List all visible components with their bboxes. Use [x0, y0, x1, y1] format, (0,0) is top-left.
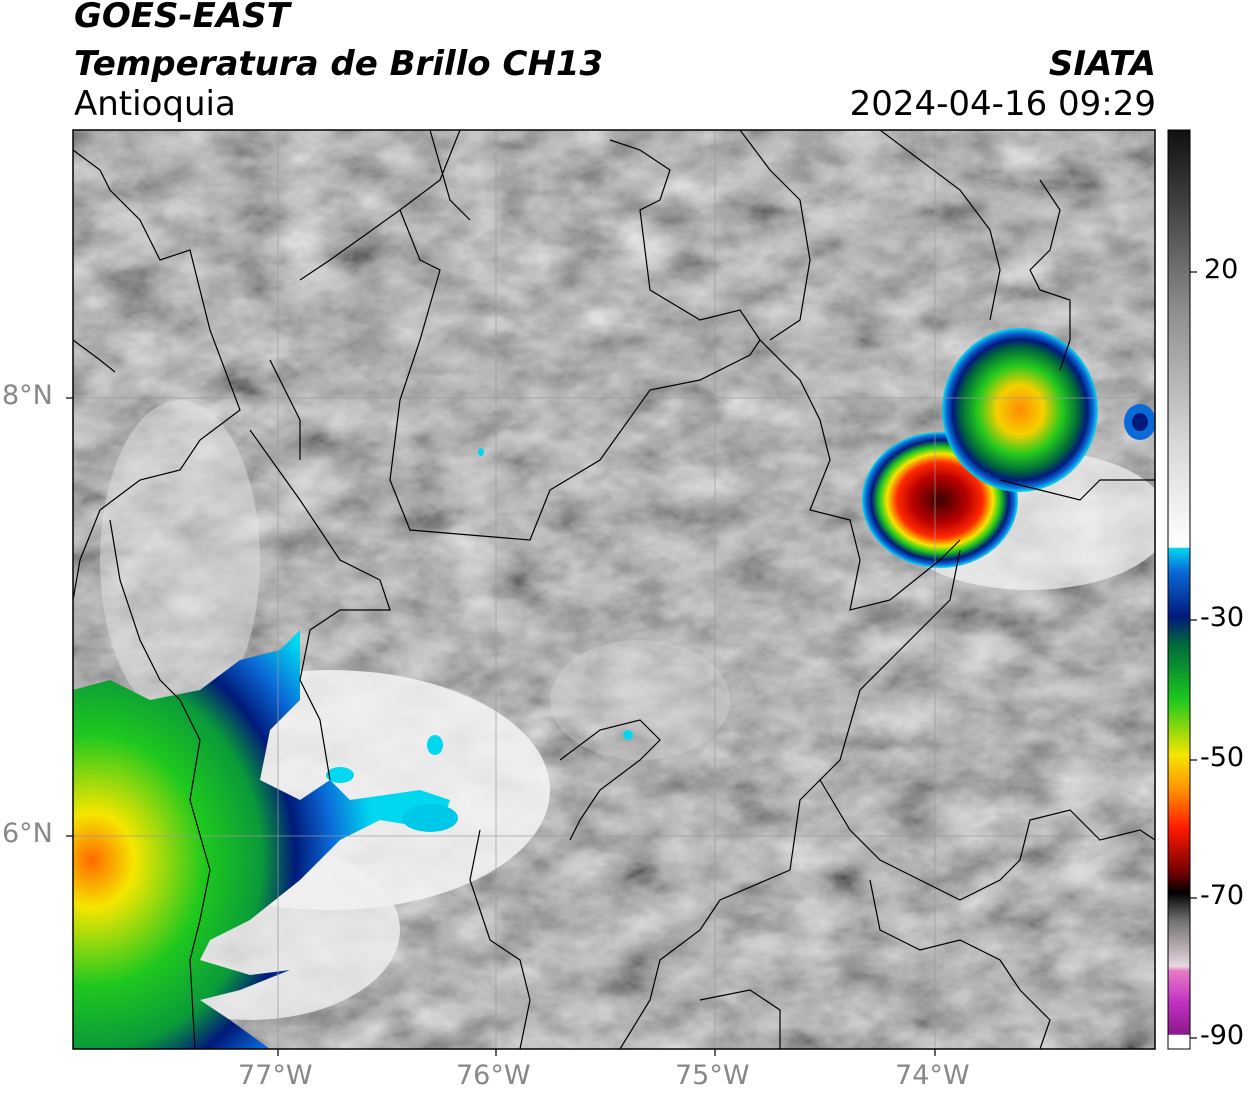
colorbar-label-minus50: -50	[1200, 742, 1245, 773]
product-title: Temperatura de Brillo CH13	[74, 44, 604, 84]
colorbar	[1167, 129, 1191, 1050]
cloud-blob	[623, 730, 633, 740]
colorbar-label-minus70: -70	[1200, 880, 1245, 911]
colorbar-label-20: 20	[1204, 254, 1239, 285]
region-label: Antioquia	[74, 84, 236, 124]
axis-ticks	[66, 397, 936, 1056]
convective-cloud-west	[73, 630, 450, 1049]
lon-label-75w: 75°W	[675, 1060, 750, 1091]
datetime-label: 2024-04-16 09:29	[849, 84, 1156, 124]
cloud-band	[550, 640, 730, 760]
cloud-blob	[478, 448, 484, 456]
cloud-blob	[427, 735, 443, 755]
satellite-title: GOES-EAST	[74, 0, 290, 36]
lon-label-74w: 74°W	[895, 1060, 970, 1091]
agency-label: SIATA	[1048, 44, 1156, 84]
colorbar-label-minus30: -30	[1200, 602, 1245, 633]
cloud-blob	[326, 767, 354, 783]
cloud-blob	[402, 804, 458, 832]
lon-label-77w: 77°W	[238, 1060, 313, 1091]
map-frame	[72, 129, 1156, 1050]
graticule	[73, 130, 1155, 1049]
lat-label-6n: 6°N	[2, 818, 53, 849]
colorbar-ticks	[1190, 271, 1197, 1039]
lon-label-76w: 76°W	[456, 1060, 531, 1091]
cloud-blob	[1132, 413, 1148, 431]
boundaries	[73, 130, 1155, 1049]
lat-label-8n: 8°N	[2, 380, 53, 411]
storm-cell-orange	[942, 328, 1098, 492]
colorbar-label-minus90: -90	[1200, 1020, 1245, 1051]
